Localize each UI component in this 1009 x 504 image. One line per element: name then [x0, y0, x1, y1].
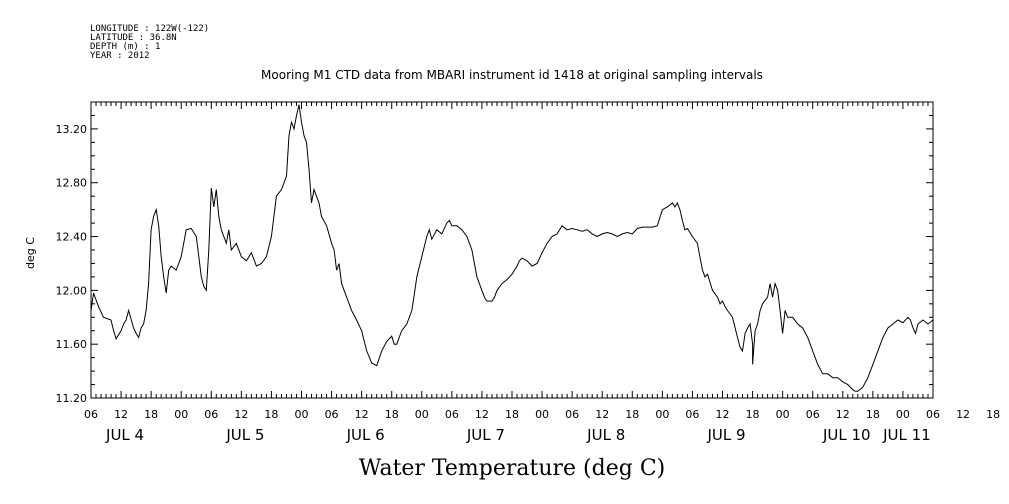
x-tick-label: 06 [806, 408, 820, 421]
x-tick-label: 18 [625, 408, 639, 421]
day-label: JUL 6 [346, 426, 385, 444]
longitude-label: LONGITUDE : 122W(-122) [90, 24, 209, 34]
y-tick-labels: 11.20 11.60 12.00 12.40 12.80 13.20 [56, 123, 88, 405]
day-label: JUL 8 [586, 426, 625, 444]
x-tick-label: 18 [385, 408, 399, 421]
x-tick-label: 12 [716, 408, 730, 421]
x-tick-label: 00 [655, 408, 669, 421]
x-tick-label: 00 [295, 408, 309, 421]
x-tick-label: 00 [776, 408, 790, 421]
day-label: JUL 9 [706, 426, 745, 444]
x-tick-label: 18 [746, 408, 760, 421]
day-label: JUL 11 [882, 426, 931, 444]
x-tick-label: 06 [325, 408, 339, 421]
x-tick-label: 00 [174, 408, 188, 421]
axis-ticks [90, 101, 934, 399]
x-tick-label: 18 [264, 408, 278, 421]
chart-title: Mooring M1 CTD data from MBARI instrumen… [261, 68, 763, 82]
day-label: JUL 5 [225, 426, 264, 444]
x-tick-labels: 06 12 18 00 06 12 18 00 06 12 18 00 06 12 18 00 06 12 18 00… [84, 408, 1000, 421]
x-tick-label: 06 [565, 408, 579, 421]
y-tick-label: 13.20 [56, 123, 88, 136]
x-tick-label: 00 [415, 408, 429, 421]
x-tick-label: 12 [234, 408, 248, 421]
x-tick-label: 06 [84, 408, 98, 421]
y-axis-label: deg C [24, 237, 37, 269]
x-tick-label: 06 [685, 408, 699, 421]
x-tick-label: 18 [505, 408, 519, 421]
y-tick-label: 11.60 [56, 338, 88, 351]
year-label: YEAR : 2012 [90, 51, 150, 61]
x-tick-label: 12 [355, 408, 369, 421]
y-tick-label: 12.40 [56, 231, 88, 244]
x-tick-label: 12 [595, 408, 609, 421]
y-tick-label: 11.20 [56, 392, 88, 405]
day-labels: JUL 4 JUL 5 JUL 6 JUL 7 JUL 8 JUL 9 JUL 10 JUL … [105, 426, 931, 444]
x-tick-label: 12 [475, 408, 489, 421]
x-tick-label: 12 [956, 408, 970, 421]
x-tick-label: 18 [144, 408, 158, 421]
y-tick-label: 12.80 [56, 177, 88, 190]
plot-frame [90, 101, 934, 399]
series-line [90, 104, 934, 392]
x-tick-label: 18 [866, 408, 880, 421]
day-label: JUL 4 [105, 426, 144, 444]
depth-label: DEPTH (m) : 1 [90, 42, 160, 52]
x-tick-label: 18 [986, 408, 1000, 421]
x-tick-label: 12 [114, 408, 128, 421]
x-axis-label: Water Temperature (deg C) [359, 456, 666, 481]
x-tick-label: 00 [896, 408, 910, 421]
day-label: JUL 7 [466, 426, 505, 444]
x-tick-label: 06 [445, 408, 459, 421]
metadata-block: LONGITUDE : 122W(-122) LATITUDE : 36.8N … [90, 24, 209, 61]
latitude-label: LATITUDE : 36.8N [90, 33, 177, 43]
day-label: JUL 10 [822, 426, 871, 444]
x-tick-label: 06 [204, 408, 218, 421]
x-tick-label: 12 [836, 408, 850, 421]
y-tick-label: 12.00 [56, 284, 88, 297]
x-tick-label: 00 [535, 408, 549, 421]
x-tick-label: 06 [926, 408, 940, 421]
